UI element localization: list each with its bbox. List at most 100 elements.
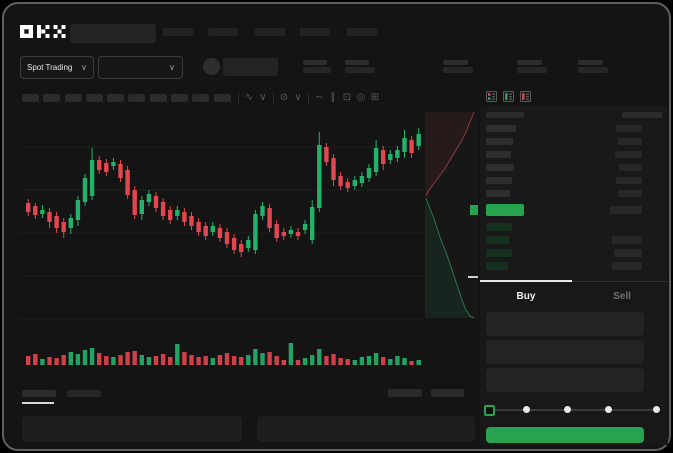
buy-tab[interactable]: Buy <box>480 286 572 304</box>
orders-panel-placeholder <box>22 416 242 442</box>
stat-label-placeholder <box>443 60 468 65</box>
nav-item-placeholder[interactable] <box>208 28 238 36</box>
order-book-header <box>486 112 662 118</box>
chevron-down-icon[interactable]: ∨ <box>294 92 302 103</box>
bid-row[interactable] <box>486 223 642 231</box>
candlestick-chart[interactable] <box>20 106 478 378</box>
nav-item-placeholder[interactable] <box>347 28 377 36</box>
ask-amount-placeholder <box>618 190 642 197</box>
pair-dropdown[interactable]: ∨ <box>98 56 183 79</box>
stat-value-placeholder <box>578 67 608 73</box>
ask-amount-placeholder <box>619 164 642 171</box>
book-asks-only-icon[interactable] <box>520 91 531 102</box>
stat-label-placeholder <box>345 60 369 65</box>
ask-row[interactable] <box>486 138 642 145</box>
bid-price-placeholder <box>486 223 512 231</box>
ask-price-placeholder <box>486 151 511 158</box>
orderbook-view-toggles <box>486 91 531 102</box>
coin-avatar <box>203 58 220 75</box>
stat-label-placeholder <box>517 60 542 65</box>
trade-panel: Buy Sell <box>480 280 668 445</box>
chevron-down-icon[interactable]: ∨ <box>259 92 267 103</box>
last-price-badge <box>486 204 524 216</box>
timeframe-button[interactable] <box>107 94 125 102</box>
snapshot-icon[interactable]: ⊡ <box>342 92 352 103</box>
ask-price-placeholder <box>486 190 510 197</box>
market-type-label: Spot Trading <box>27 63 73 72</box>
candle-style-icon[interactable]: ∿ <box>244 92 254 103</box>
fullscreen-icon[interactable]: ⊞ <box>370 92 380 103</box>
sell-tab-label: Sell <box>613 291 631 302</box>
chevron-down-icon: ∨ <box>169 62 175 72</box>
bid-row[interactable] <box>486 236 642 244</box>
slider-dot-100[interactable] <box>653 406 660 413</box>
bid-row[interactable] <box>486 249 642 257</box>
settings-icon[interactable]: ◎ <box>356 92 366 103</box>
ask-price-placeholder <box>486 125 516 132</box>
ask-row[interactable] <box>486 125 642 132</box>
timeframe-button[interactable] <box>22 94 39 102</box>
amount-slider[interactable] <box>484 405 660 416</box>
timeframe-button[interactable] <box>213 94 231 102</box>
book-combined-icon[interactable] <box>486 91 497 102</box>
last-price-row[interactable] <box>486 204 642 216</box>
last-amount-placeholder <box>610 206 642 214</box>
bid-amount-placeholder <box>614 249 642 257</box>
last-price-placeholder <box>223 58 278 76</box>
price-column-header-placeholder <box>486 112 524 118</box>
timeframe-button[interactable] <box>128 94 146 102</box>
slider-dot-50[interactable] <box>564 406 571 413</box>
slider-dot-75[interactable] <box>605 406 612 413</box>
bottom-tab-order-history[interactable] <box>67 390 101 397</box>
ask-row[interactable] <box>486 164 642 171</box>
bottom-toolbar-placeholder[interactable] <box>431 389 464 397</box>
timeframe-button[interactable] <box>43 94 61 102</box>
timeframe-button[interactable] <box>192 94 210 102</box>
global-search-input[interactable] <box>70 24 156 43</box>
order-book <box>480 106 668 281</box>
history-panel-placeholder <box>257 416 475 442</box>
nav-item-placeholder[interactable] <box>300 28 330 36</box>
compare-icon[interactable]: ∥ <box>330 92 336 103</box>
slider-handle[interactable] <box>484 405 495 416</box>
stat-label-placeholder <box>578 60 603 65</box>
bottom-tab-open-orders[interactable] <box>22 390 56 397</box>
divider <box>307 92 309 104</box>
ask-row[interactable] <box>486 177 642 184</box>
nav-item-placeholder[interactable] <box>255 28 285 36</box>
line-tool-icon[interactable]: ∼ <box>314 92 324 103</box>
okx-logo-icon <box>20 25 66 38</box>
bottom-toolbar-placeholder[interactable] <box>388 389 422 397</box>
bid-amount-placeholder <box>612 262 642 270</box>
book-bids-only-icon[interactable] <box>503 91 514 102</box>
timeframe-button[interactable] <box>85 94 103 102</box>
chart-toolbar: ∿ ∨ ⊘ ∨ ∼ ∥ ⊡ ◎ ⊞ <box>22 91 382 105</box>
ask-price-placeholder <box>486 177 512 184</box>
bid-amount-placeholder <box>612 236 642 244</box>
stat-value-placeholder <box>443 67 473 73</box>
nav-item-placeholder[interactable] <box>163 28 193 36</box>
ask-row[interactable] <box>486 190 642 197</box>
slider-dot-25[interactable] <box>523 406 530 413</box>
market-type-dropdown[interactable]: Spot Trading ∨ <box>20 56 94 79</box>
asks-list <box>486 125 642 203</box>
order-price-field[interactable] <box>486 312 644 336</box>
buy-tab-label: Buy <box>516 291 536 302</box>
indicators-icon[interactable]: ⊘ <box>279 92 289 103</box>
sell-tab[interactable]: Sell <box>576 286 668 304</box>
buy-submit-button[interactable] <box>486 427 644 443</box>
timeframe-button[interactable] <box>64 94 82 102</box>
ask-row[interactable] <box>486 151 642 158</box>
timeframe-button[interactable] <box>149 94 167 102</box>
order-amount-field[interactable] <box>486 340 644 364</box>
header-stat <box>345 60 375 73</box>
stat-label-placeholder <box>303 60 327 65</box>
bid-price-placeholder <box>486 249 512 257</box>
header-stat <box>578 60 608 73</box>
bid-row[interactable] <box>486 262 642 270</box>
order-total-field[interactable] <box>486 368 644 392</box>
okx-logo[interactable] <box>20 25 68 39</box>
timeframe-button[interactable] <box>171 94 189 102</box>
ask-amount-placeholder <box>616 177 642 184</box>
